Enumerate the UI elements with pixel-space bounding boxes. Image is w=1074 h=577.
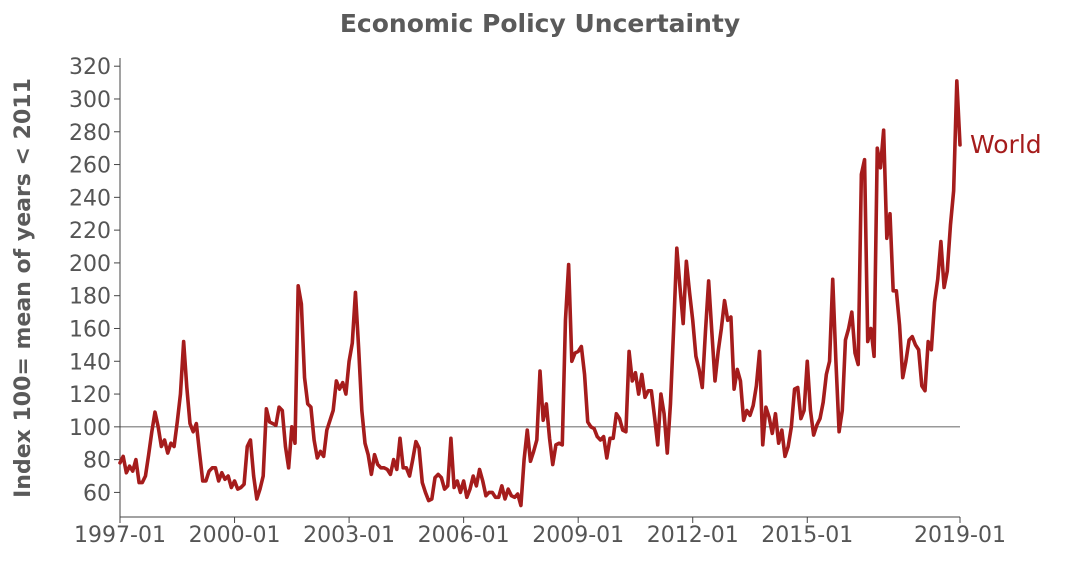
y-tick-label: 240 xyxy=(69,186,111,211)
y-tick-label: 260 xyxy=(69,154,111,179)
chart-title: Economic Policy Uncertainty xyxy=(340,9,740,38)
y-tick-label: 120 xyxy=(69,383,111,408)
y-tick-label: 300 xyxy=(69,88,111,113)
y-tick-label: 320 xyxy=(69,55,111,80)
tick-marks: 60 80 100 120 140 160 180 200 220 240 260 280 300 320… xyxy=(69,55,1006,548)
x-tick-label: 2009-01 xyxy=(532,523,624,548)
y-tick-label: 160 xyxy=(69,317,111,342)
x-tick-label: 2015-01 xyxy=(761,523,853,548)
x-tick-label: 2019-01 xyxy=(914,523,1006,548)
y-tick-label: 100 xyxy=(69,416,111,441)
x-tick-label: 2006-01 xyxy=(418,523,510,548)
x-tick-label: 2000-01 xyxy=(189,523,281,548)
y-tick-label: 220 xyxy=(69,219,111,244)
axes xyxy=(119,58,960,518)
y-tick-label: 80 xyxy=(83,449,111,474)
y-tick-label: 180 xyxy=(69,285,111,310)
y-tick-label: 200 xyxy=(69,252,111,277)
y-tick-label: 140 xyxy=(69,350,111,375)
series-label: World xyxy=(970,130,1042,159)
x-tick-label: 1997-01 xyxy=(74,523,166,548)
y-axis-label: Index 100= mean of years < 2011 xyxy=(11,78,36,498)
series-lines xyxy=(118,79,962,508)
series-line-world xyxy=(118,79,962,508)
y-tick-label: 60 xyxy=(83,481,111,506)
y-tick-label: 280 xyxy=(69,121,111,146)
x-tick-label: 2012-01 xyxy=(647,523,739,548)
series-labels: World xyxy=(970,130,1042,159)
x-tick-label: 2003-01 xyxy=(303,523,395,548)
